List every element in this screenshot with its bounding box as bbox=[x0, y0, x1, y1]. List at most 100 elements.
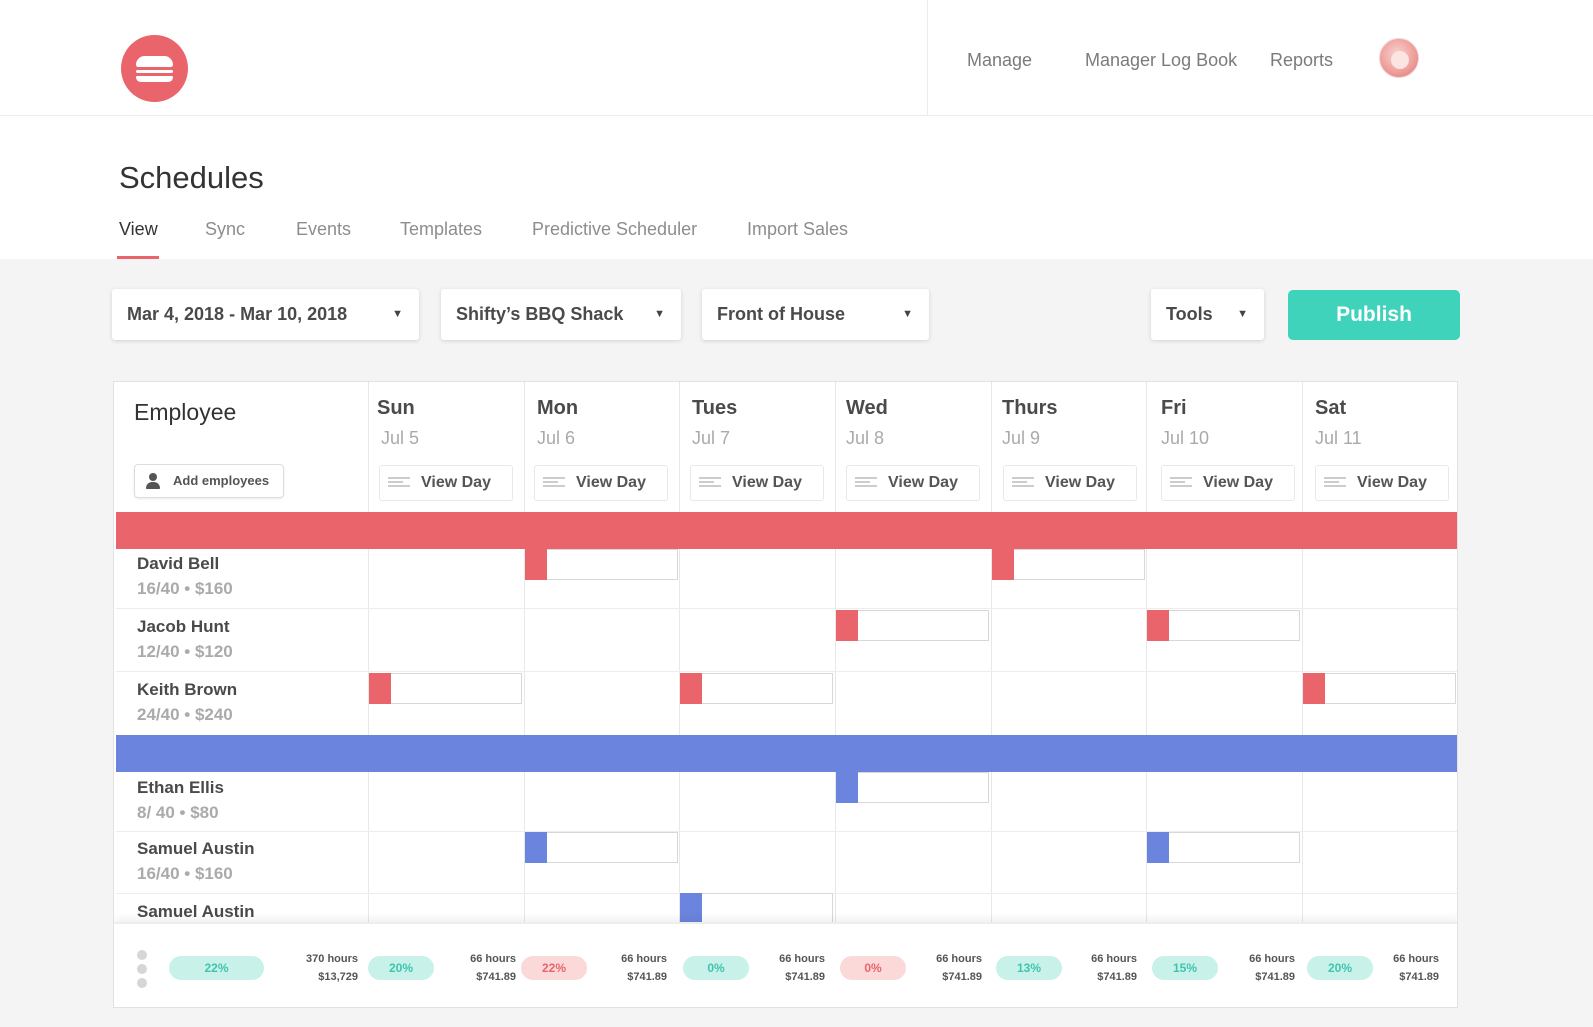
tab-sync[interactable]: Sync bbox=[205, 219, 246, 239]
tools-dropdown[interactable]: Tools ▼ bbox=[1151, 289, 1264, 340]
shift-block[interactable] bbox=[836, 772, 989, 803]
chevron-down-icon: ▼ bbox=[392, 308, 403, 320]
labor-percentage-badge: 13% bbox=[996, 956, 1062, 980]
schedule-grid: Employee Add employees Sun Jul 5 View Da… bbox=[113, 381, 1458, 1008]
day-hours-cost: 66 hours $741.89 bbox=[1393, 953, 1439, 983]
person-icon bbox=[146, 473, 160, 489]
employee-hours-cost: 16/40 • $160 bbox=[137, 864, 233, 883]
day-date-wed: Jul 8 bbox=[846, 428, 885, 448]
employee-name[interactable]: Samuel Austin bbox=[137, 902, 255, 921]
shift-block[interactable] bbox=[836, 610, 989, 641]
shift-block[interactable] bbox=[992, 549, 1145, 580]
view-day-button-sat[interactable]: View Day bbox=[1315, 465, 1449, 501]
department-value: Front of House bbox=[717, 304, 845, 324]
tab-view[interactable]: View bbox=[119, 219, 158, 239]
day-hours-cost: 66 hours $741.89 bbox=[1249, 953, 1295, 983]
group-header-blue[interactable] bbox=[116, 735, 1457, 772]
shift-block[interactable] bbox=[680, 893, 833, 924]
publish-button[interactable]: Publish bbox=[1288, 290, 1460, 340]
active-tab-indicator bbox=[117, 256, 159, 259]
day-name-thurs: Thurs bbox=[1002, 397, 1058, 419]
day-date-thurs: Jul 9 bbox=[1002, 428, 1041, 448]
day-hours-cost: 66 hours $741.89 bbox=[470, 953, 516, 983]
day-hours-cost: 66 hours $741.89 bbox=[1091, 953, 1137, 983]
day-date-sun: Jul 5 bbox=[381, 428, 420, 448]
add-employees-button[interactable]: Add employees bbox=[134, 464, 284, 498]
employee-hours-cost: 12/40 • $120 bbox=[137, 642, 233, 661]
shift-block[interactable] bbox=[369, 673, 522, 704]
day-name-wed: Wed bbox=[846, 397, 888, 419]
list-icon bbox=[1012, 477, 1034, 491]
tab-import-sales[interactable]: Import Sales bbox=[747, 219, 849, 239]
employee-name[interactable]: Samuel Austin bbox=[137, 839, 255, 858]
day-name-tues: Tues bbox=[692, 397, 738, 419]
day-date-fri: Jul 10 bbox=[1161, 428, 1210, 448]
tools-label: Tools bbox=[1166, 304, 1213, 324]
list-icon bbox=[543, 477, 565, 491]
schedule-footer: 22% 370 hours $13,729 20% 66 hours $741.89… bbox=[114, 922, 1457, 1007]
chevron-down-icon: ▼ bbox=[654, 308, 665, 320]
view-day-button-sun[interactable]: View Day bbox=[379, 465, 513, 501]
day-hours-cost: 66 hours $741.89 bbox=[779, 953, 825, 983]
total-hours-cost: 370 hours $13,729 bbox=[306, 953, 358, 983]
date-range-dropdown[interactable]: Mar 4, 2018 - Mar 10, 2018 ▼ bbox=[112, 289, 419, 340]
day-hours-cost: 66 hours $741.89 bbox=[621, 953, 667, 983]
employee-column-header: Employee bbox=[134, 399, 237, 425]
employee-name[interactable]: Keith Brown bbox=[137, 680, 238, 699]
department-dropdown[interactable]: Front of House ▼ bbox=[702, 289, 929, 340]
shift-block[interactable] bbox=[1147, 610, 1300, 641]
chevron-down-icon: ▼ bbox=[1237, 308, 1248, 320]
view-day-button-tues[interactable]: View Day bbox=[690, 465, 824, 501]
list-icon bbox=[1170, 477, 1192, 491]
nav-reports[interactable]: Reports bbox=[1270, 50, 1334, 70]
view-day-button-mon[interactable]: View Day bbox=[534, 465, 668, 501]
labor-percentage-badge: 22% bbox=[169, 956, 264, 980]
labor-percentage-badge: 22% bbox=[521, 956, 587, 980]
add-employees-label: Add employees bbox=[173, 473, 270, 488]
employee-name[interactable]: Jacob Hunt bbox=[137, 617, 230, 636]
view-day-button-wed[interactable]: View Day bbox=[846, 465, 980, 501]
list-icon bbox=[1324, 477, 1346, 491]
chevron-down-icon: ▼ bbox=[902, 308, 913, 320]
view-day-button-thurs[interactable]: View Day bbox=[1003, 465, 1137, 501]
burger-logo-icon[interactable] bbox=[121, 35, 188, 102]
tab-events[interactable]: Events bbox=[296, 219, 352, 239]
more-options-icon[interactable] bbox=[137, 950, 147, 992]
list-icon bbox=[699, 477, 721, 491]
day-hours-cost: 66 hours $741.89 bbox=[936, 953, 982, 983]
employee-hours-cost: 8/ 40 • $80 bbox=[137, 803, 219, 822]
labor-percentage-badge: 15% bbox=[1152, 956, 1218, 980]
list-icon bbox=[388, 477, 410, 491]
shift-block[interactable] bbox=[1147, 832, 1300, 863]
shift-block[interactable] bbox=[525, 549, 678, 580]
shift-block[interactable] bbox=[525, 832, 678, 863]
view-day-button-fri[interactable]: View Day bbox=[1161, 465, 1295, 501]
user-avatar[interactable] bbox=[1379, 38, 1419, 78]
day-date-tues: Jul 7 bbox=[692, 428, 731, 448]
employee-hours-cost: 16/40 • $160 bbox=[137, 579, 233, 598]
group-header-red[interactable] bbox=[116, 512, 1457, 549]
nav-manage[interactable]: Manage bbox=[967, 50, 1033, 70]
employee-hours-cost: 24/40 • $240 bbox=[137, 705, 233, 724]
list-icon bbox=[855, 477, 877, 491]
day-date-mon: Jul 6 bbox=[537, 428, 576, 448]
labor-percentage-badge: 20% bbox=[368, 956, 434, 980]
location-value: Shifty’s BBQ Shack bbox=[456, 304, 624, 324]
day-name-sat: Sat bbox=[1315, 397, 1347, 419]
tab-predictive-scheduler[interactable]: Predictive Scheduler bbox=[532, 219, 698, 239]
labor-percentage-badge: 0% bbox=[840, 956, 906, 980]
page-title: Schedules bbox=[119, 160, 264, 195]
shift-block[interactable] bbox=[680, 673, 833, 704]
employee-name[interactable]: Ethan Ellis bbox=[137, 778, 224, 797]
nav-manager-log-book[interactable]: Manager Log Book bbox=[1085, 50, 1238, 70]
employee-name[interactable]: David Bell bbox=[137, 554, 220, 573]
top-divider bbox=[927, 0, 928, 116]
tab-templates[interactable]: Templates bbox=[400, 219, 483, 239]
day-date-sat: Jul 11 bbox=[1315, 428, 1362, 448]
labor-percentage-badge: 0% bbox=[683, 956, 749, 980]
day-name-fri: Fri bbox=[1161, 397, 1187, 419]
date-range-value: Mar 4, 2018 - Mar 10, 2018 bbox=[127, 304, 348, 324]
shift-block[interactable] bbox=[1303, 673, 1456, 704]
day-name-sun: Sun bbox=[377, 397, 415, 419]
location-dropdown[interactable]: Shifty’s BBQ Shack ▼ bbox=[441, 289, 681, 340]
